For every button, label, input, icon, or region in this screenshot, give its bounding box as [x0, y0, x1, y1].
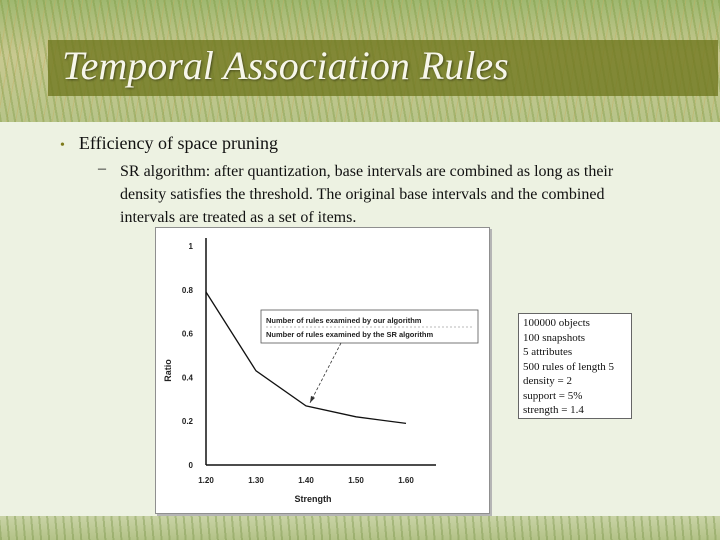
info-line: support = 5% [523, 389, 583, 402]
y-tick-label: 0.8 [182, 286, 194, 295]
info-line: density = 2 [523, 375, 572, 387]
x-tick-label: 1.60 [398, 476, 414, 485]
bullet-text: Efficiency of space pruning [78, 133, 278, 153]
ratio-vs-strength-chart: 0 0.2 0.4 0.6 0.8 1 1.20 1.30 1.40 1.50 1.60 Streng… [163, 238, 479, 504]
info-line: 500 rules of length 5 [523, 360, 615, 373]
chart-frame: 0 0.2 0.4 0.6 0.8 1 1.20 1.30 1.40 1.50 1.60 Streng… [155, 227, 490, 514]
y-tick-label: 0 [189, 461, 194, 470]
x-axis-label: Strength [295, 494, 332, 504]
experiment-parameters-box: 100000 objects 100 snapshots 5 attribute… [518, 313, 632, 419]
sub-bullet-dash: – [98, 160, 106, 177]
slide-title: Temporal Association Rules [62, 43, 509, 88]
y-tick-label: 0.4 [182, 373, 194, 382]
info-line: 100 snapshots [523, 331, 586, 344]
x-tick-label: 1.30 [248, 476, 264, 485]
y-axis-label: Ratio [163, 359, 173, 382]
y-tick-label: 1 [189, 242, 194, 251]
x-tick-label: 1.20 [198, 476, 214, 485]
annotation-label: Number of rules examined by our algorith… [266, 316, 422, 325]
bullet-dot-icon: • [60, 138, 65, 153]
series-line [205, 291, 407, 425]
x-tick-label: 1.40 [298, 476, 314, 485]
bullet-efficiency: • Efficiency of space pruning [60, 133, 278, 154]
info-line: strength = 1.4 [523, 404, 584, 416]
title-box [48, 40, 718, 96]
y-tick-label: 0.2 [182, 417, 194, 426]
annotation-arrow [309, 342, 342, 404]
x-tick-label: 1.50 [348, 476, 364, 485]
annotation-box [260, 309, 479, 344]
annotation-label: Number of rules examined by the SR algor… [266, 330, 433, 339]
sub-bullet-sr-algorithm: SR algorithm: after quantization, base i… [120, 163, 614, 226]
annotation-arrowhead [310, 395, 315, 403]
info-line: 5 attributes [523, 346, 573, 358]
info-line: 100000 objects [523, 317, 590, 329]
footer-band [0, 516, 720, 540]
y-tick-label: 0.6 [182, 330, 194, 339]
